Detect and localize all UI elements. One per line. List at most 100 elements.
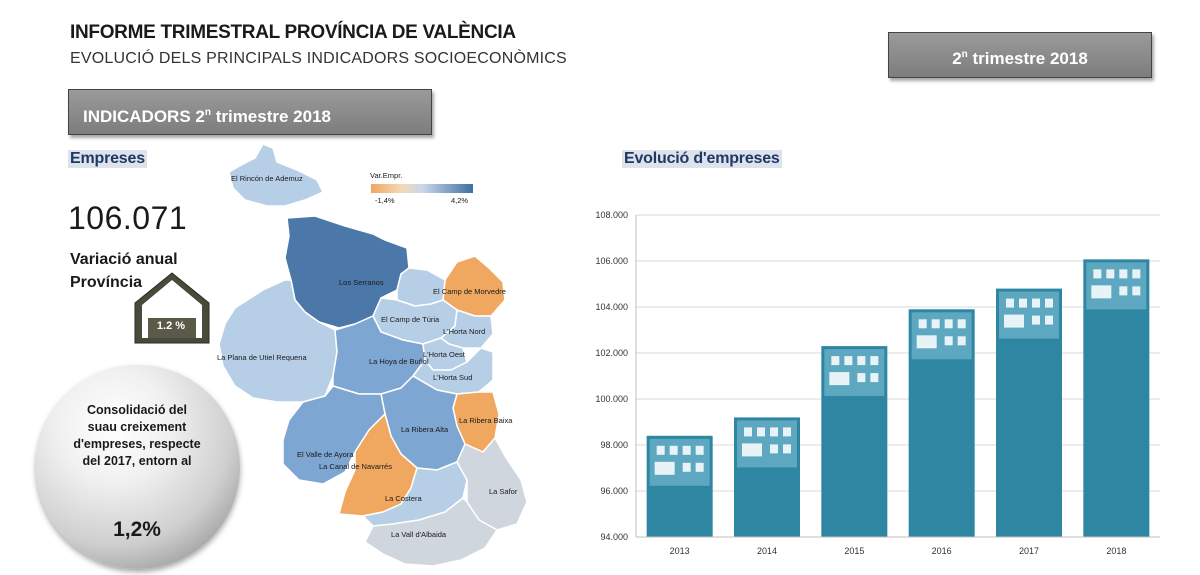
empreses-section-label: Empreses [68,150,147,168]
region-vall-albaida [364,497,498,567]
bar-window [916,335,937,349]
label-plana-utiel-requena: La Plana de Utiel Requena [217,353,307,362]
bar-window [1091,285,1112,299]
bar-window [742,443,762,457]
label-horta-sud: L'Horta Sud [433,373,472,382]
summary-bubble [36,365,240,569]
x-tick-label: 2014 [757,546,777,556]
label-safor: La Safor [489,487,518,496]
bar-window [1132,269,1141,279]
indicators-prefix: INDICADORS 2 [83,107,205,126]
y-tick-label: 104.000 [595,302,628,312]
label-camp-turia: El Camp de Túria [381,315,440,324]
comarques-map: Var.Empr. -1,4% 4,2% [217,143,528,567]
region-rincon-ademuz [228,143,324,207]
region-horta-nord [440,309,494,349]
x-tick-label: 2015 [844,546,864,556]
bar-window [1032,298,1040,308]
bar-window [783,444,791,454]
bar-window [1032,315,1040,325]
quarter-badge: 2n trimestre 2018 [888,32,1152,78]
bar-window [957,336,966,346]
bar-window [656,445,665,455]
bar-window [682,445,691,455]
y-tick-label: 102.000 [595,348,628,358]
bar-window [1132,286,1141,296]
bar-window [783,427,791,437]
variation-label: Variació anual Província [70,248,178,294]
bar-window [757,427,765,437]
indicators-suffix: trimestre 2018 [210,107,331,126]
label-costera: La Costera [385,494,423,503]
bar-window [1119,286,1128,296]
bar-window [857,373,866,383]
y-tick-label: 100.000 [595,394,628,404]
quarter-sup: n [961,49,968,60]
label-camp-morvedre: El Camp de Morvedre [433,287,506,296]
bar-window [682,462,691,472]
bar-window [1119,269,1128,279]
y-tick-label: 94.000 [600,532,628,542]
bar-window [695,445,704,455]
bar-window [770,444,778,454]
summary-bubble-text: Consolidació del suau creixement d'empre… [73,403,201,468]
bar-window [1006,298,1014,308]
bar-window [770,427,778,437]
bar-window [654,461,675,475]
bar-window [857,356,866,366]
label-horta-oest: L'Horta Oest [423,350,466,359]
x-tick-label: 2013 [670,546,690,556]
bar-window [695,462,704,472]
bar-window [1093,269,1102,279]
y-tick-label: 96.000 [600,486,628,496]
x-tick-label: 2017 [1019,546,1039,556]
chart-title: Evolució d'empreses [622,150,782,168]
bar-window [957,319,966,329]
total-companies: 106.071 [68,200,188,236]
variation-label-line2: Província [70,274,143,291]
bar-window [1004,314,1024,328]
bar-window [1045,298,1053,308]
bar-window [1045,315,1053,325]
house-up-icon [134,272,210,344]
quarter-prefix: 2 [952,49,962,68]
label-rincon-ademuz: El Rincón de Ademuz [231,174,303,183]
label-ribera-baixa: La Ribera Baixa [459,416,513,425]
bar-window [944,336,953,346]
label-vall-albaida: La Vall d'Albaida [391,530,447,539]
bar-window [870,373,879,383]
bar-window [844,356,853,366]
map-legend-title: Var.Empr. [370,171,402,180]
bar-window [1019,298,1027,308]
variation-label-line1: Variació anual [70,251,178,268]
indicators-sup: n [204,107,211,118]
report-title: INFORME TRIMESTRAL PROVÍNCIA DE VALÈNCIA [70,22,516,43]
bar-window [669,445,678,455]
bar-window [1106,269,1115,279]
bar-window [944,319,953,329]
y-tick-label: 98.000 [600,440,628,450]
label-los-serranos: Los Serranos [339,278,384,287]
bar-window [829,372,850,386]
label-horta-nord: L'Horta Nord [443,327,485,336]
x-tick-label: 2016 [932,546,952,556]
summary-bubble-value: 1,2% [113,518,161,541]
quarter-suffix: trimestre 2018 [967,49,1088,68]
companies-bar-chart: 94.000 96.000 98.000 100.000 102.000 104.000 1… [595,210,1160,556]
label-ribera-alta: La Ribera Alta [401,425,449,434]
label-canal-navarres: La Canal de Navarrés [319,462,392,471]
bar-window [870,356,879,366]
indicators-banner: INDICADORS 2n trimestre 2018 [68,89,432,135]
bar-window [831,356,840,366]
variation-value: 1.2 % [156,320,186,332]
report-subtitle: EVOLUCIÓ DELS PRINCIPALS INDICADORS SOCI… [70,50,567,67]
y-tick-label: 106.000 [595,256,628,266]
label-hoya-bunol: La Hoya de Buñol [369,357,429,366]
label-valle-ayora: El Valle de Ayora [297,450,354,459]
bar-window [918,319,927,329]
bar-window [744,427,752,437]
map-legend-scale [371,184,473,193]
bar-window [931,319,940,329]
map-legend-max: 4,2% [451,196,468,205]
x-tick-label: 2018 [1106,546,1126,556]
